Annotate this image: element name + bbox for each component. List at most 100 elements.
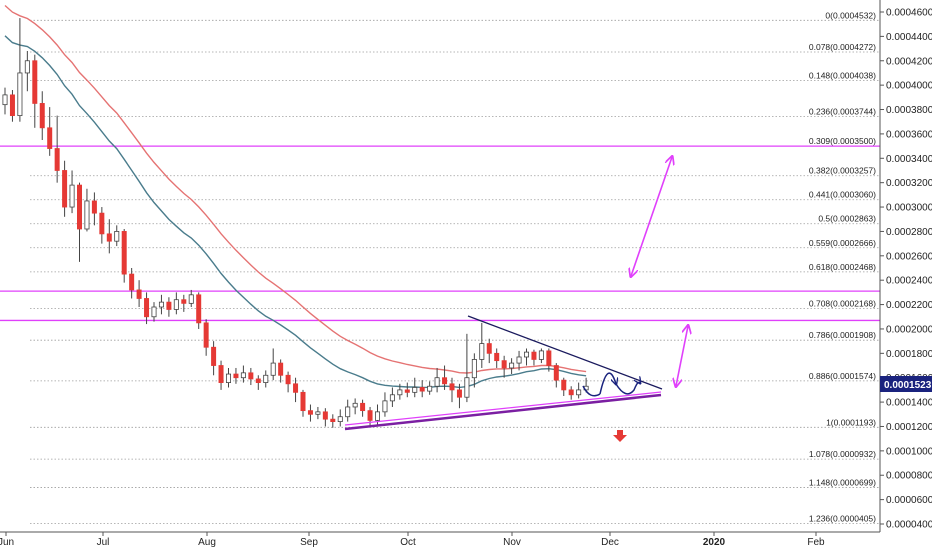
candle [17, 18, 23, 122]
candle [173, 292, 179, 315]
candle [77, 182, 83, 262]
candle-body [248, 372, 254, 380]
candle-body [367, 410, 373, 421]
fib-level-label: 0.708(0.0002168) [809, 298, 876, 308]
candle-body [225, 373, 231, 383]
time-tick-label: Jul [97, 537, 110, 548]
candle-body [486, 343, 492, 354]
candle [538, 348, 544, 364]
price-tick-label: 0.0000800 [886, 471, 932, 482]
fib-level-label: 1(0.0001193) [826, 417, 876, 427]
candle [442, 365, 448, 390]
candle [240, 365, 246, 383]
fib-level-label: 1.148(0.0000699) [809, 478, 876, 488]
candle-body [561, 379, 567, 391]
candle-body [479, 343, 485, 360]
price-tick-label: 0.0002800 [886, 227, 932, 238]
time-tick-label: 2020 [703, 537, 726, 548]
candle [322, 408, 328, 427]
candle-body [501, 360, 507, 369]
projection-arc-3 [615, 382, 640, 395]
candle [315, 406, 321, 420]
candle [464, 333, 470, 403]
candle-body [270, 362, 276, 376]
candle [434, 367, 440, 393]
candle-body [397, 389, 403, 396]
candle [47, 107, 53, 156]
fib-level-label: 1.078(0.0000932) [809, 449, 876, 459]
candle-body [412, 387, 418, 393]
fib-level-label: 0.786(0.0001908) [809, 330, 876, 340]
fib-level-label: 0.309(0.0003500) [809, 136, 876, 146]
candle [32, 54, 38, 128]
price-tick-label: 0.0003000 [886, 203, 932, 214]
candle-body [17, 72, 23, 117]
candle [352, 398, 358, 415]
time-tick-label: Sep [300, 537, 318, 548]
candle [397, 383, 403, 400]
fib-level-label: 1.236(0.0000405) [809, 513, 876, 523]
candle-body [404, 389, 410, 393]
candle [427, 381, 433, 395]
candle [471, 353, 477, 388]
candle [62, 160, 68, 217]
descending-trendline [467, 315, 663, 390]
candle-body [263, 374, 269, 383]
candle-body [114, 231, 120, 242]
candle [546, 348, 552, 372]
price-tick-label: 0.0001800 [886, 349, 932, 360]
price-tick-label: 0.0004600 [886, 8, 932, 19]
candle [218, 360, 224, 390]
candle [404, 382, 410, 398]
candle [54, 115, 60, 183]
candle [561, 377, 567, 396]
candle [9, 90, 15, 122]
candle-body [188, 294, 194, 304]
price-tick-label: 0.0003600 [886, 129, 932, 140]
candle-body [456, 389, 462, 398]
candle-body [494, 352, 500, 362]
price-tick-label: 0.0001400 [886, 398, 932, 409]
candle [516, 350, 522, 371]
candle-body [47, 127, 53, 149]
candle-body [315, 411, 321, 415]
candle [136, 280, 142, 308]
candle [285, 371, 291, 393]
candle-body [218, 365, 224, 383]
candle [412, 377, 418, 398]
fib-level-label: 0.148(0.0004038) [809, 71, 876, 81]
candle [114, 225, 120, 247]
candle [158, 294, 164, 315]
candle [255, 375, 261, 390]
candle-body [129, 273, 135, 291]
candle-body [464, 377, 470, 398]
candle [91, 192, 97, 226]
candle [211, 341, 217, 376]
candle [553, 363, 559, 388]
down-arrow-icon [613, 430, 627, 442]
candle-body [300, 391, 306, 412]
candle [270, 348, 276, 381]
time-tick-label: Dec [601, 537, 619, 548]
candle-body [173, 299, 179, 310]
candle-body [196, 294, 202, 324]
candle [337, 409, 343, 427]
candle-body [553, 365, 559, 381]
candle [166, 297, 172, 317]
candles [2, 18, 589, 428]
candle [181, 294, 187, 312]
target-arrow-lower [676, 326, 688, 386]
candle-body [91, 200, 97, 214]
candle-body [99, 212, 105, 235]
moving-average-teal [4, 35, 587, 389]
candle-body [69, 184, 75, 208]
price-tick-label: 0.0000400 [886, 520, 932, 531]
candle [494, 348, 500, 368]
candle-body [24, 60, 30, 74]
candle [188, 289, 194, 308]
price-tick-label: 0.0003400 [886, 154, 932, 165]
candle-body [419, 387, 425, 392]
fib-level-label: 0.559(0.0002666) [809, 238, 876, 248]
candle-body [166, 301, 172, 310]
candle [501, 355, 507, 378]
